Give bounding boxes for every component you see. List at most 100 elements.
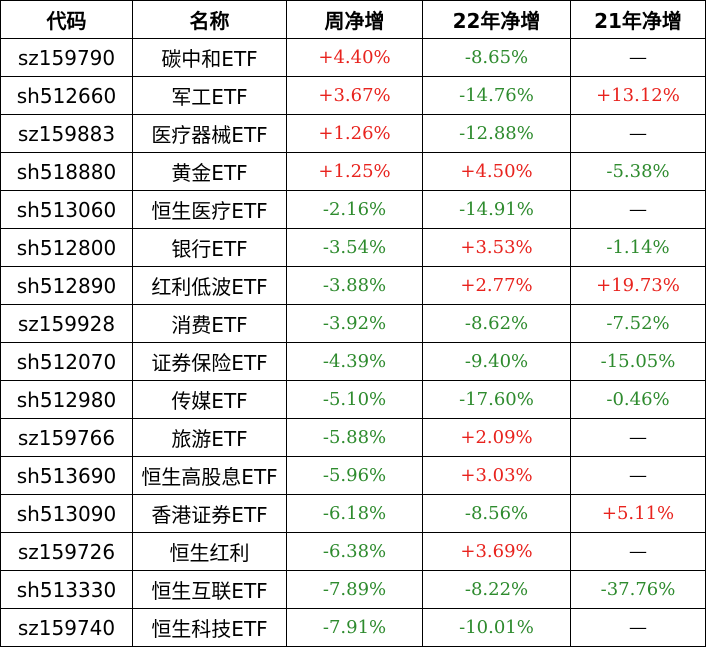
name-cell: 医疗器械ETF xyxy=(132,114,287,153)
code-cell: sh512980 xyxy=(0,380,133,419)
name-cell: 恒生互联ETF xyxy=(132,570,287,609)
weekly-change-cell: -5.88% xyxy=(286,418,423,457)
header-2022-change: 22年净增 xyxy=(422,0,571,39)
code-cell: sz159726 xyxy=(0,532,133,571)
name-cell: 恒生医疗ETF xyxy=(132,190,287,229)
weekly-change-cell: -3.92% xyxy=(286,304,423,343)
name-cell: 旅游ETF xyxy=(132,418,287,457)
change-2021-cell: — xyxy=(570,38,706,77)
table-row: sz159883 医疗器械ETF +1.26% -12.88% — xyxy=(0,114,706,153)
change-2022-cell: -8.65% xyxy=(422,38,571,77)
change-2022-cell: -9.40% xyxy=(422,342,571,381)
name-cell: 恒生科技ETF xyxy=(132,608,287,647)
table-row: sh513060 恒生医疗ETF -2.16% -14.91% — xyxy=(0,190,706,229)
code-cell: sh513090 xyxy=(0,494,133,533)
code-cell: sh512070 xyxy=(0,342,133,381)
code-cell: sz159928 xyxy=(0,304,133,343)
change-2021-cell: — xyxy=(570,190,706,229)
change-2021-cell: — xyxy=(570,114,706,153)
name-cell: 银行ETF xyxy=(132,228,287,267)
weekly-change-cell: +4.40% xyxy=(286,38,423,77)
change-2021-cell: -15.05% xyxy=(570,342,706,381)
code-cell: sh512800 xyxy=(0,228,133,267)
weekly-change-cell: -5.10% xyxy=(286,380,423,419)
change-2021-cell: — xyxy=(570,532,706,571)
table-row: sz159790 碳中和ETF +4.40% -8.65% — xyxy=(0,38,706,77)
table-body: sz159790 碳中和ETF +4.40% -8.65% — sh512660 军工ETF… xyxy=(0,38,706,647)
name-cell: 恒生红利 xyxy=(132,532,287,571)
header-2021-change: 21年净增 xyxy=(570,0,706,39)
table-row: sh512980 传媒ETF -5.10% -17.60% -0.46% xyxy=(0,380,706,419)
name-cell: 红利低波ETF xyxy=(132,266,287,305)
table-row: sh512070 证券保险ETF -4.39% -9.40% -15.05% xyxy=(0,342,706,381)
change-2022-cell: +2.09% xyxy=(422,418,571,457)
code-cell: sz159766 xyxy=(0,418,133,457)
change-2021-cell: — xyxy=(570,456,706,495)
table-header: 代码 名称 周净增 22年净增 21年净增 xyxy=(0,0,706,39)
change-2021-cell: +5.11% xyxy=(570,494,706,533)
name-cell: 证券保险ETF xyxy=(132,342,287,381)
code-cell: sz159883 xyxy=(0,114,133,153)
change-2021-cell: — xyxy=(570,418,706,457)
name-cell: 恒生高股息ETF xyxy=(132,456,287,495)
weekly-change-cell: -3.54% xyxy=(286,228,423,267)
weekly-change-cell: +1.25% xyxy=(286,152,423,191)
change-2022-cell: -10.01% xyxy=(422,608,571,647)
header-name: 名称 xyxy=(132,0,287,39)
change-2022-cell: -17.60% xyxy=(422,380,571,419)
table-row: sz159726 恒生红利 -6.38% +3.69% — xyxy=(0,532,706,571)
code-cell: sh513690 xyxy=(0,456,133,495)
weekly-change-cell: -7.89% xyxy=(286,570,423,609)
name-cell: 消费ETF xyxy=(132,304,287,343)
table-row: sh512660 军工ETF +3.67% -14.76% +13.12% xyxy=(0,76,706,115)
weekly-change-cell: -7.91% xyxy=(286,608,423,647)
header-code: 代码 xyxy=(0,0,133,39)
change-2021-cell: -37.76% xyxy=(570,570,706,609)
code-cell: sh513330 xyxy=(0,570,133,609)
change-2022-cell: +3.69% xyxy=(422,532,571,571)
name-cell: 军工ETF xyxy=(132,76,287,115)
weekly-change-cell: +1.26% xyxy=(286,114,423,153)
change-2022-cell: -12.88% xyxy=(422,114,571,153)
name-cell: 传媒ETF xyxy=(132,380,287,419)
change-2021-cell: +19.73% xyxy=(570,266,706,305)
code-cell: sh513060 xyxy=(0,190,133,229)
name-cell: 碳中和ETF xyxy=(132,38,287,77)
code-cell: sz159740 xyxy=(0,608,133,647)
table-row: sz159928 消费ETF -3.92% -8.62% -7.52% xyxy=(0,304,706,343)
table-row: sh512890 红利低波ETF -3.88% +2.77% +19.73% xyxy=(0,266,706,305)
table-row: sh518880 黄金ETF +1.25% +4.50% -5.38% xyxy=(0,152,706,191)
header-weekly-change: 周净增 xyxy=(286,0,423,39)
code-cell: sh512660 xyxy=(0,76,133,115)
table-row: sz159740 恒生科技ETF -7.91% -10.01% — xyxy=(0,608,706,647)
table-row: sh512800 银行ETF -3.54% +3.53% -1.14% xyxy=(0,228,706,267)
change-2021-cell: +13.12% xyxy=(570,76,706,115)
header-row: 代码 名称 周净增 22年净增 21年净增 xyxy=(0,0,706,39)
name-cell: 黄金ETF xyxy=(132,152,287,191)
name-cell: 香港证券ETF xyxy=(132,494,287,533)
table-row: sh513330 恒生互联ETF -7.89% -8.22% -37.76% xyxy=(0,570,706,609)
code-cell: sh518880 xyxy=(0,152,133,191)
weekly-change-cell: -6.38% xyxy=(286,532,423,571)
change-2022-cell: -14.76% xyxy=(422,76,571,115)
table-row: sz159766 旅游ETF -5.88% +2.09% — xyxy=(0,418,706,457)
weekly-change-cell: -5.96% xyxy=(286,456,423,495)
change-2021-cell: -5.38% xyxy=(570,152,706,191)
weekly-change-cell: -2.16% xyxy=(286,190,423,229)
weekly-change-cell: -6.18% xyxy=(286,494,423,533)
change-2021-cell: — xyxy=(570,608,706,647)
code-cell: sz159790 xyxy=(0,38,133,77)
change-2022-cell: +4.50% xyxy=(422,152,571,191)
change-2022-cell: +3.03% xyxy=(422,456,571,495)
weekly-change-cell: -3.88% xyxy=(286,266,423,305)
change-2022-cell: -8.62% xyxy=(422,304,571,343)
change-2021-cell: -1.14% xyxy=(570,228,706,267)
weekly-change-cell: -4.39% xyxy=(286,342,423,381)
table-row: sh513690 恒生高股息ETF -5.96% +3.03% — xyxy=(0,456,706,495)
change-2022-cell: -8.22% xyxy=(422,570,571,609)
table-row: sh513090 香港证券ETF -6.18% -8.56% +5.11% xyxy=(0,494,706,533)
weekly-change-cell: +3.67% xyxy=(286,76,423,115)
change-2022-cell: +3.53% xyxy=(422,228,571,267)
code-cell: sh512890 xyxy=(0,266,133,305)
